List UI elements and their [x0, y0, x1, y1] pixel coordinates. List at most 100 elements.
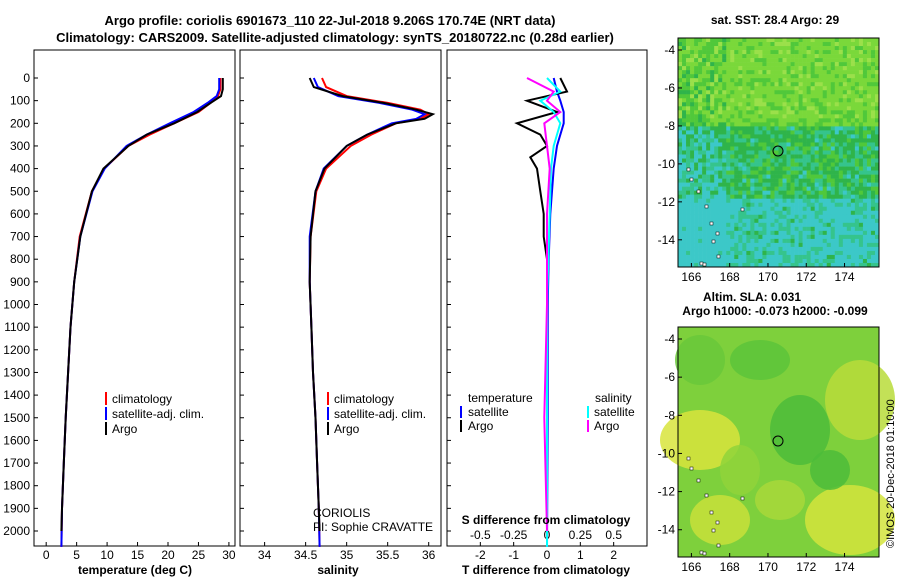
- sst-cell: [770, 42, 775, 47]
- sst-cell: [786, 90, 791, 95]
- sst-cell: [798, 146, 803, 151]
- sst-cell: [758, 218, 763, 224]
- sst-cell: [838, 90, 844, 95]
- sst-cell: [734, 98, 739, 103]
- sst-cell: [850, 50, 856, 55]
- sst-cell: [874, 202, 880, 208]
- sst-cell: [834, 198, 840, 204]
- sst-cell: [770, 226, 775, 232]
- sst-cell: [826, 226, 832, 232]
- sst-cell: [766, 254, 771, 260]
- sst-cell: [774, 110, 779, 115]
- sst-cell: [694, 82, 699, 87]
- sst-cell: [822, 254, 828, 260]
- sst-cell: [874, 218, 880, 224]
- lon-tick-label: 168: [720, 270, 740, 284]
- sst-cell: [874, 70, 880, 75]
- sst-cell: [806, 230, 811, 236]
- sst-cell: [678, 130, 683, 135]
- sst-cell: [826, 114, 832, 119]
- sst-cell: [718, 122, 723, 127]
- sst-cell: [718, 166, 723, 171]
- sst-cell: [746, 54, 751, 59]
- sst-cell: [754, 74, 759, 79]
- sst-cell: [698, 50, 703, 55]
- sst-cell: [862, 110, 868, 115]
- imos-watermark: ©IMOS 20-Dec-2018 01:10:00: [885, 399, 897, 548]
- sst-cell: [810, 126, 815, 131]
- sst-cell: [782, 226, 787, 232]
- sst-cell: [706, 102, 711, 107]
- sst-cell: [826, 218, 832, 224]
- sst-cell: [874, 214, 880, 220]
- sst-cell: [678, 178, 683, 183]
- sst-cell: [810, 218, 815, 224]
- sst-cell: [806, 222, 811, 228]
- sst-cell: [734, 246, 739, 252]
- sst-cell: [866, 246, 872, 252]
- sst-cell: [802, 250, 807, 256]
- sst-cell: [774, 98, 779, 103]
- sst-cell: [838, 162, 844, 167]
- sst-cell: [782, 186, 787, 191]
- sst-cell: [718, 154, 723, 159]
- sst-cell: [854, 42, 860, 47]
- sst-cell: [826, 134, 832, 139]
- sst-cell: [854, 222, 860, 228]
- sst-cell: [742, 38, 747, 43]
- sst-cell: [694, 50, 699, 55]
- sst-cell: [826, 182, 832, 187]
- sst-cell: [834, 38, 840, 43]
- sst-cell: [702, 254, 707, 260]
- sst-cell: [846, 254, 852, 260]
- sst-cell: [834, 126, 840, 131]
- sst-cell: [734, 214, 739, 220]
- sst-cell: [698, 158, 703, 163]
- sst-cell: [778, 118, 783, 123]
- sst-cell: [790, 42, 795, 47]
- sst-cell: [854, 134, 860, 139]
- sst-cell: [846, 162, 852, 167]
- sst-cell: [794, 242, 799, 248]
- temperature-profiles: [60, 78, 224, 547]
- sst-cell: [698, 226, 703, 232]
- sst-cell: [862, 262, 868, 268]
- sst-cell: [790, 70, 795, 75]
- sst-cell: [794, 150, 799, 155]
- sst-cell: [774, 174, 779, 179]
- sst-cell: [702, 110, 707, 115]
- sst-cell: [798, 258, 803, 264]
- sst-cell: [794, 238, 799, 244]
- sst-cell: [842, 38, 848, 43]
- sst-cell: [726, 98, 731, 103]
- sst-cell: [854, 70, 860, 75]
- sst-cell: [698, 150, 703, 155]
- sst-cell: [718, 102, 723, 107]
- sst-cell: [686, 194, 691, 199]
- sst-cell: [806, 114, 811, 119]
- sst-cell: [746, 262, 751, 268]
- sst-cell: [806, 226, 811, 232]
- sst-cell: [774, 238, 779, 244]
- sst-cell: [738, 178, 743, 183]
- sst-cell: [686, 50, 691, 55]
- sst-cell: [842, 94, 848, 99]
- sst-cell: [742, 190, 747, 195]
- sst-cell: [702, 226, 707, 232]
- sst-cell: [830, 210, 836, 216]
- sst-cell: [822, 218, 828, 224]
- sst-cell: [734, 182, 739, 187]
- sst-cell: [790, 82, 795, 87]
- sst-cell: [806, 218, 811, 224]
- sst-cell: [742, 118, 747, 123]
- sst-cell: [722, 190, 727, 195]
- sst-cell: [734, 254, 739, 260]
- sst-cell: [866, 110, 872, 115]
- sst-cell: [870, 202, 876, 208]
- sst-cell: [854, 162, 860, 167]
- sst-cell: [754, 138, 759, 143]
- sst-cell: [762, 190, 767, 195]
- sst-cell: [702, 182, 707, 187]
- sst-cell: [678, 242, 683, 248]
- sst-cell: [718, 198, 723, 204]
